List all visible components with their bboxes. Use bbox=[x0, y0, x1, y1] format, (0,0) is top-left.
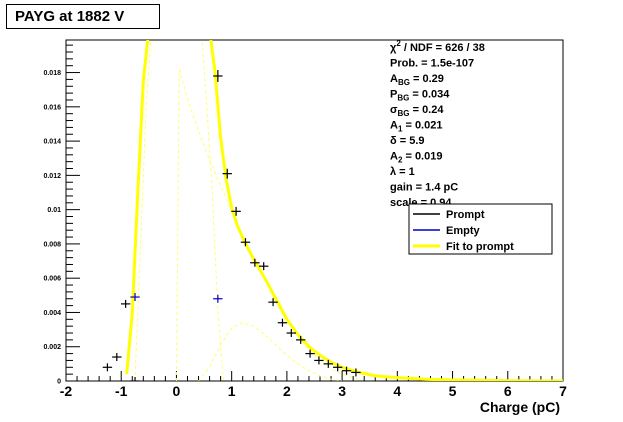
prompt-point bbox=[268, 298, 278, 307]
x-tick-label: 5 bbox=[449, 383, 457, 399]
x-axis-label: Charge (pC) bbox=[480, 399, 560, 415]
component-2-curve bbox=[198, 322, 343, 381]
y-tick-label: 0.018 bbox=[43, 70, 61, 77]
stat-line: σBG = 0.24 bbox=[390, 104, 444, 118]
legend-entry: Prompt bbox=[413, 209, 485, 221]
y-tick-label: 0 bbox=[57, 379, 61, 386]
prompt-point bbox=[332, 363, 343, 372]
prompt-point bbox=[296, 335, 306, 344]
fit-curve bbox=[125, 40, 563, 381]
y-tick-label: 0.014 bbox=[43, 139, 61, 146]
stat-line: A1 = 0.021 bbox=[390, 120, 442, 134]
x-tick-label: 3 bbox=[338, 383, 346, 399]
prompt-point bbox=[341, 366, 352, 375]
legend-entry: Fit to prompt bbox=[413, 241, 514, 253]
prompt-point bbox=[130, 377, 140, 381]
x-tick-label: 4 bbox=[393, 383, 401, 399]
stat-line: λ = 1 bbox=[390, 166, 415, 178]
prompt-point bbox=[277, 318, 288, 327]
x-tick-label: 7 bbox=[559, 383, 567, 399]
y-tick-label: 0.006 bbox=[43, 276, 61, 283]
empty-point bbox=[130, 293, 140, 302]
y-tick-label: 0.002 bbox=[43, 344, 61, 351]
x-tick-label: 1 bbox=[228, 383, 236, 399]
x-tick-label: 0 bbox=[173, 383, 181, 399]
prompt-point bbox=[314, 356, 324, 365]
prompt-point bbox=[102, 363, 113, 372]
prompt-point bbox=[222, 168, 232, 179]
stat-line: χ2 / NDF = 626 / 38 bbox=[390, 39, 485, 54]
legend-label: Empty bbox=[446, 225, 481, 237]
prompt-point bbox=[231, 206, 241, 216]
legend-entry: Empty bbox=[413, 225, 481, 237]
stat-line: δ = 5.9 bbox=[390, 135, 425, 147]
background-peak-curve bbox=[134, 40, 224, 381]
y-tick-label: 0.016 bbox=[43, 104, 61, 111]
prompt-point bbox=[240, 238, 251, 247]
stat-line: ABG = 0.29 bbox=[390, 73, 444, 87]
prompt-point bbox=[259, 262, 269, 271]
prompt-point bbox=[351, 368, 361, 377]
prompt-point bbox=[305, 349, 315, 358]
prompt-point bbox=[112, 353, 122, 362]
stat-line: gain = 1.4 pC bbox=[390, 182, 458, 194]
legend-label: Prompt bbox=[446, 209, 485, 221]
x-tick-label: 2 bbox=[283, 383, 291, 399]
legend-label: Fit to prompt bbox=[446, 241, 514, 253]
y-tick-label: 0.004 bbox=[43, 310, 61, 317]
x-tick-label: 6 bbox=[504, 383, 512, 399]
prompt-point bbox=[250, 258, 260, 267]
stat-line: A2 = 0.019 bbox=[390, 151, 442, 165]
x-tick-label: -2 bbox=[60, 383, 73, 399]
y-tick-label: 0.012 bbox=[43, 173, 61, 180]
stat-line: Prob. = 1.5e-107 bbox=[390, 58, 474, 70]
y-tick-label: 0.01 bbox=[47, 207, 61, 214]
stat-line: PBG = 0.034 bbox=[390, 89, 450, 103]
y-tick-label: 0.008 bbox=[43, 241, 61, 248]
chart-title: PAYG at 1882 V bbox=[6, 4, 160, 29]
prompt-point bbox=[213, 70, 223, 82]
empty-point bbox=[213, 294, 223, 303]
x-tick-label: -1 bbox=[115, 383, 128, 399]
prompt-point bbox=[120, 299, 131, 308]
prompt-point bbox=[323, 359, 333, 368]
prompt-point bbox=[286, 329, 297, 338]
